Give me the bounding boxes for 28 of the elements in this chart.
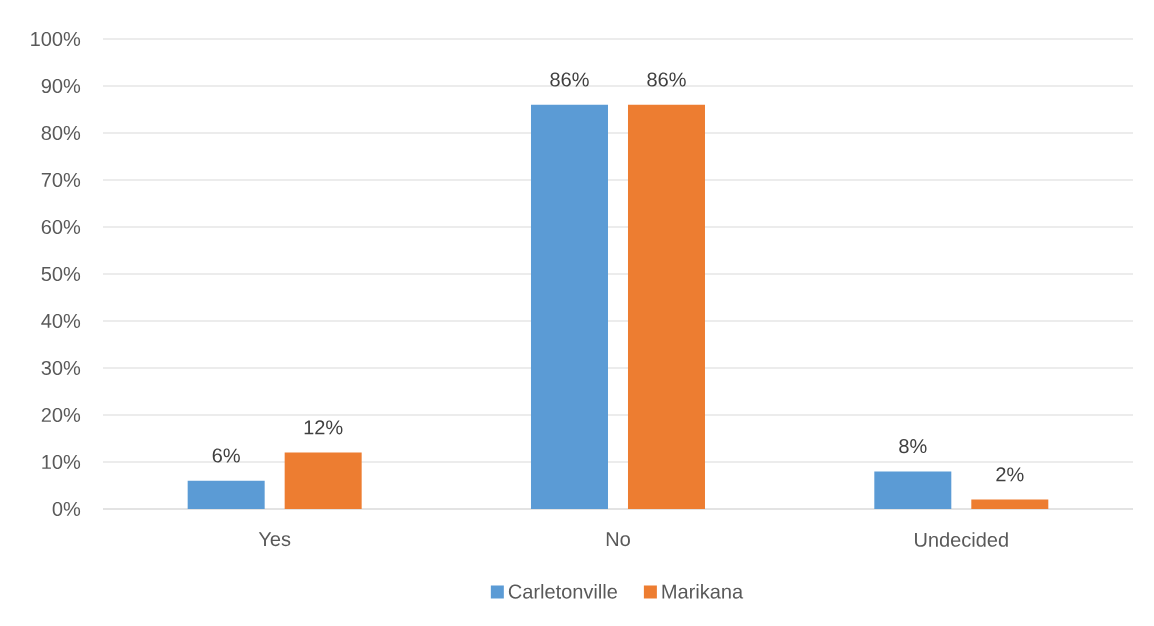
legend-label: Carletonville	[508, 583, 617, 599]
y-tick-label: 90%	[41, 78, 81, 94]
y-tick-label: 20%	[41, 407, 81, 423]
y-tick-label: 0%	[52, 501, 81, 517]
y-tick-label: 50%	[41, 266, 81, 282]
x-tick-label: Yes	[258, 532, 291, 547]
x-tick-label: Undecided	[915, 532, 1008, 547]
y-tick-label: 80%	[41, 125, 81, 141]
y-tick-label: 10%	[42, 454, 81, 470]
y-tick-label: 100%	[31, 31, 81, 47]
bar	[874, 471, 952, 509]
legend-label: Marikana	[662, 583, 744, 599]
y-tick-label: 60%	[41, 219, 81, 235]
bar	[627, 104, 705, 509]
data-label: 86%	[647, 72, 686, 87]
y-tick-label: 40%	[41, 313, 81, 329]
bar	[284, 452, 362, 509]
bar	[971, 499, 1049, 509]
x-tick-label: No	[606, 532, 630, 547]
data-label: 86%	[550, 72, 589, 87]
data-label: 8%	[899, 439, 927, 454]
data-label: 2%	[996, 467, 1024, 482]
bar	[530, 104, 608, 509]
data-label: 12%	[304, 420, 343, 435]
bar	[187, 480, 265, 509]
data-label: 6%	[212, 448, 240, 463]
y-tick-label: 30%	[41, 360, 81, 376]
y-tick-label: 70%	[41, 172, 81, 188]
